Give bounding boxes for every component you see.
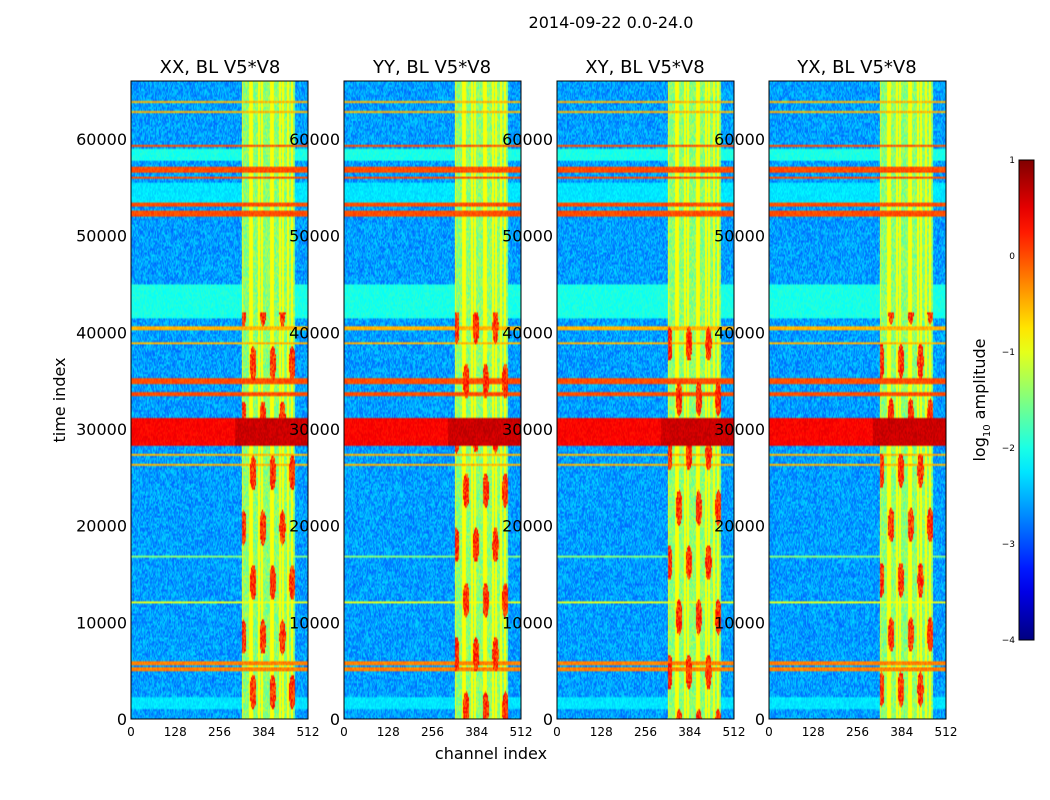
panel-title-yx: YX, BL V5*V8 [796, 57, 916, 78]
y-tick-xx-3: 30000 [76, 420, 127, 439]
y-tick-yy-5: 50000 [289, 227, 340, 246]
colorbar-label-rest: amplitude [970, 338, 989, 424]
panel-title-xy: XY, BL V5*V8 [585, 57, 704, 78]
colorbar-tick-1: 0 [1009, 252, 1015, 262]
y-tick-yy-0: 0 [330, 710, 340, 729]
colorbar-label-sub: 10 [982, 424, 993, 437]
y-tick-yx-5: 50000 [714, 227, 765, 246]
y-tick-xy-4: 40000 [502, 323, 553, 342]
heatmap-yx [769, 81, 946, 719]
x-tick-xx-1: 128 [164, 725, 187, 739]
x-tick-yy-1: 128 [377, 725, 400, 739]
panel-title-yy: YY, BL V5*V8 [372, 57, 491, 78]
x-tick-yx-0: 0 [765, 725, 773, 739]
x-axis-label: channel index [435, 744, 547, 763]
heatmap-xx [131, 81, 308, 719]
y-tick-xy-5: 50000 [502, 227, 553, 246]
y-axis-label: time index [50, 357, 69, 442]
y-tick-xx-0: 0 [117, 710, 127, 729]
y-tick-yy-1: 10000 [289, 613, 340, 632]
y-tick-xx-1: 10000 [76, 613, 127, 632]
panel-frame-xy [556, 80, 735, 720]
y-tick-xy-1: 10000 [502, 613, 553, 632]
y-tick-yx-4: 40000 [714, 323, 765, 342]
x-tick-yy-3: 384 [465, 725, 488, 739]
x-tick-xy-1: 128 [590, 725, 613, 739]
x-tick-xx-4: 512 [297, 725, 320, 739]
y-tick-xy-6: 60000 [502, 130, 553, 149]
colorbar [1018, 159, 1035, 641]
colorbar-tick-3: −2 [1002, 444, 1015, 454]
panel-frame-yy [343, 80, 522, 720]
x-tick-xy-0: 0 [553, 725, 561, 739]
x-tick-xy-3: 384 [678, 725, 701, 739]
y-tick-yx-0: 0 [755, 710, 765, 729]
colorbar-tick-2: −1 [1002, 348, 1015, 358]
x-tick-yy-2: 256 [421, 725, 444, 739]
y-tick-yy-3: 30000 [289, 420, 340, 439]
y-tick-yy-2: 20000 [289, 517, 340, 536]
y-tick-yy-6: 60000 [289, 130, 340, 149]
colorbar-label-log: log [970, 437, 989, 461]
figure-title: 2014-09-22 0.0-24.0 [529, 13, 694, 32]
heatmap-xy [557, 81, 734, 719]
x-tick-xy-4: 512 [723, 725, 746, 739]
y-tick-xx-5: 50000 [76, 227, 127, 246]
panel-frame-xx [130, 80, 309, 720]
x-tick-yx-3: 384 [890, 725, 913, 739]
colorbar-label: log10 amplitude [970, 338, 993, 461]
heatmap-yy [344, 81, 521, 719]
y-tick-xx-2: 20000 [76, 517, 127, 536]
y-tick-yx-3: 30000 [714, 420, 765, 439]
y-tick-yx-6: 60000 [714, 130, 765, 149]
colorbar-tick-5: −4 [1002, 636, 1016, 646]
x-tick-xx-3: 384 [252, 725, 275, 739]
panel-frame-yx [768, 80, 947, 720]
y-tick-yy-4: 40000 [289, 323, 340, 342]
x-tick-yx-4: 512 [935, 725, 958, 739]
panel-title-xx: XX, BL V5*V8 [160, 57, 281, 78]
y-tick-xx-6: 60000 [76, 130, 127, 149]
x-tick-yx-2: 256 [846, 725, 869, 739]
x-tick-yx-1: 128 [802, 725, 825, 739]
y-tick-xy-0: 0 [543, 710, 553, 729]
y-tick-xy-2: 20000 [502, 517, 553, 536]
y-tick-xy-3: 30000 [502, 420, 553, 439]
x-tick-yy-0: 0 [340, 725, 348, 739]
x-tick-yy-4: 512 [510, 725, 533, 739]
colorbar-tick-4: −3 [1002, 540, 1015, 550]
y-tick-xx-4: 40000 [76, 323, 127, 342]
x-tick-xx-0: 0 [127, 725, 135, 739]
x-tick-xy-2: 256 [634, 725, 657, 739]
colorbar-tick-0: 1 [1009, 156, 1015, 166]
y-tick-yx-1: 10000 [714, 613, 765, 632]
y-tick-yx-2: 20000 [714, 517, 765, 536]
x-tick-xx-2: 256 [208, 725, 231, 739]
